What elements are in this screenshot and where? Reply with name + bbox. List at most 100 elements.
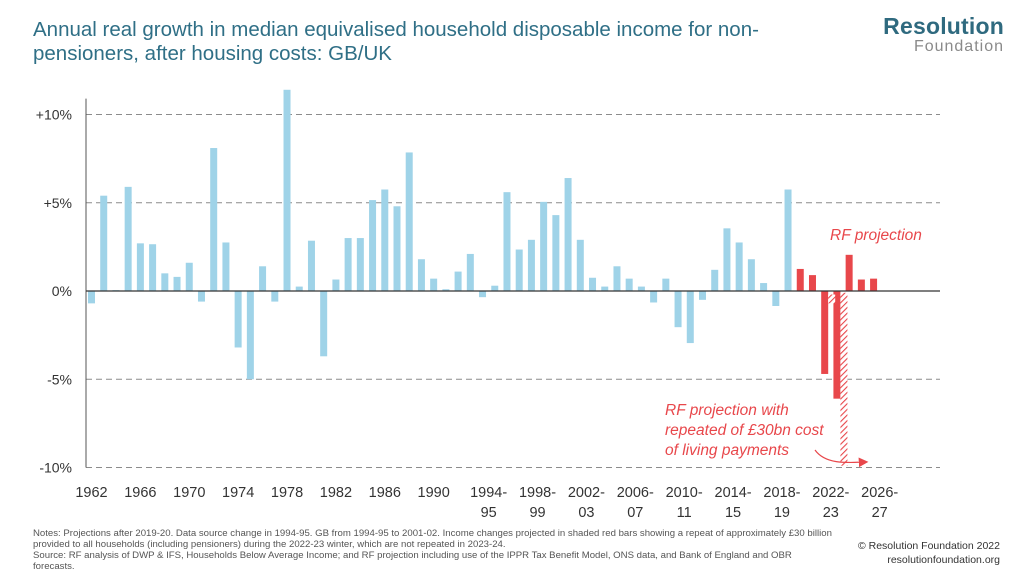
bar-projection — [808, 275, 816, 291]
x-tick-label: 1978 — [271, 485, 303, 501]
income-growth-bar-chart: +10% +5% 0% -5% -10%1962 1966 1970 1974 1978 1982… — [36, 89, 940, 521]
annotation-rf-projection: RF projection — [830, 227, 922, 244]
annotation-repeat-payments: repeated of £30bn cost — [665, 422, 824, 439]
bar-historic — [136, 243, 144, 291]
bar-historic — [772, 291, 780, 307]
bar-historic — [320, 291, 328, 357]
x-tick-label: 2022- — [812, 485, 849, 501]
x-tick-label: 2018- — [763, 485, 800, 501]
copyright-text: © Resolution Foundation 2022 — [857, 540, 1000, 552]
bar-historic — [613, 266, 621, 291]
bar-historic — [747, 259, 755, 291]
bar-historic — [222, 242, 230, 291]
bar-historic — [699, 291, 706, 300]
bars — [88, 89, 878, 466]
gridlines — [86, 114, 940, 468]
bar-historic — [540, 201, 548, 291]
annotation-arrow — [814, 449, 869, 468]
x-tick-label: 2026- — [861, 485, 898, 501]
bar-historic — [466, 253, 474, 291]
bar-historic — [674, 291, 682, 328]
bar-historic — [723, 228, 731, 291]
notes-text: Notes: Projections after 2019-20. Data s… — [33, 528, 832, 550]
x-tick-label-line2: 15 — [725, 505, 741, 521]
bar-historic — [381, 189, 389, 291]
bar-historic — [307, 240, 315, 291]
x-tick-label: 2006- — [617, 485, 654, 501]
logo-subname: Foundation — [913, 38, 1004, 55]
bar-historic — [637, 286, 645, 291]
bar-historic — [405, 152, 413, 291]
bar-historic — [197, 291, 205, 302]
bar-historic — [295, 286, 303, 291]
bar-historic — [601, 286, 609, 291]
bar-historic — [356, 238, 364, 291]
bar-projection-hatched — [828, 294, 836, 304]
x-tick-label: 2010- — [666, 485, 703, 501]
bar-projection — [796, 268, 804, 291]
bar-historic — [454, 271, 462, 291]
bar-historic — [124, 186, 132, 291]
bar-historic — [662, 278, 670, 291]
x-tick-label: 1986 — [369, 485, 401, 501]
bar-historic — [760, 283, 768, 291]
logo-name: Resolution — [883, 13, 1004, 39]
x-tick-label: 1970 — [173, 485, 205, 501]
bar-projection — [833, 291, 841, 399]
x-tick-label: 1966 — [124, 485, 156, 501]
bar-historic — [393, 206, 401, 291]
bar-historic — [283, 89, 291, 291]
bar-historic — [650, 291, 658, 303]
x-tick-label: 1998- — [519, 485, 556, 501]
source-text: Source: RF analysis of DWP & IFS, Househ… — [33, 550, 792, 572]
bar-historic — [515, 249, 523, 291]
bar-historic — [332, 279, 340, 291]
bar-historic — [161, 273, 169, 291]
bar-historic — [173, 276, 181, 291]
bar-projection — [870, 278, 878, 291]
bar-historic — [210, 148, 218, 291]
x-tick-label: 2014- — [715, 485, 752, 501]
bar-historic — [259, 266, 267, 291]
y-tick-label: +10% — [36, 107, 72, 123]
bar-historic — [149, 244, 157, 291]
x-tick-label-line2: 23 — [823, 505, 839, 521]
x-tick-label-line2: 95 — [481, 505, 497, 521]
y-tick-label: 0% — [52, 283, 72, 299]
resolution-foundation-logo: Resolution Foundation — [883, 14, 1004, 56]
bar-projection — [845, 254, 853, 291]
footer: © Resolution Foundation 2022 resolutionf… — [858, 539, 1000, 567]
bar-historic — [552, 215, 560, 291]
chart-notes: Notes: Projections after 2019-20. Data s… — [33, 528, 833, 572]
x-tick-label: 1974 — [222, 485, 254, 501]
x-tick-label: 1990 — [418, 485, 450, 501]
bar-historic — [442, 289, 450, 291]
bar-projection-hatched — [840, 292, 848, 466]
bar-historic — [711, 269, 719, 291]
x-tick-label-line2: 03 — [578, 505, 594, 521]
bar-historic — [100, 195, 108, 291]
bar-historic — [576, 239, 584, 291]
annotation-repeat-payments: RF projection with — [665, 402, 789, 419]
bar-historic — [564, 178, 572, 291]
bar-historic — [735, 242, 743, 291]
y-tick-label: +5% — [44, 195, 72, 211]
website-link[interactable]: resolutionfoundation.org — [887, 554, 1000, 566]
bar-historic — [88, 291, 95, 304]
bar-historic — [784, 189, 792, 291]
x-tick-label-line2: 27 — [872, 505, 888, 521]
bar-historic — [246, 291, 254, 380]
bar-historic — [527, 239, 535, 291]
x-tick-label: 2002- — [568, 485, 605, 501]
x-tick-label-line2: 07 — [627, 505, 643, 521]
y-tick-label: -5% — [47, 371, 72, 387]
bar-historic — [417, 259, 425, 291]
bar-historic — [185, 262, 193, 291]
annotation-repeat-payments: of living payments — [665, 442, 789, 459]
bar-historic — [234, 291, 242, 348]
bar-historic — [271, 291, 279, 302]
annotations: RF projection RF projection with repeated … — [665, 227, 922, 468]
bar-projection — [821, 291, 829, 374]
x-tick-label-line2: 11 — [677, 505, 692, 521]
bar-historic — [491, 285, 499, 291]
